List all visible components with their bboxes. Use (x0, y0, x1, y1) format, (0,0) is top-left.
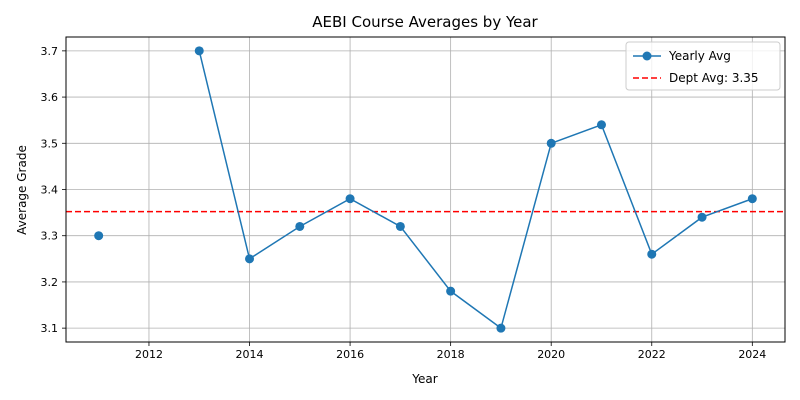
data-point-2015 (295, 221, 305, 231)
y-tick-label: 3.1 (41, 322, 59, 335)
data-point-2017 (395, 221, 405, 231)
y-tick-label: 3.3 (41, 230, 59, 243)
data-point-2019 (496, 323, 506, 333)
data-point-2024 (747, 194, 757, 204)
data-point-2022 (647, 249, 657, 259)
data-point-2023 (697, 212, 707, 222)
x-axis: 2012 2014 2016 2018 2020 2022 2024 (135, 342, 766, 361)
chart-title: AEBI Course Averages by Year (312, 13, 538, 31)
y-tick-label: 3.2 (41, 276, 59, 289)
x-tick-label: 2014 (236, 348, 264, 361)
y-axis-label: Average Grade (15, 145, 29, 235)
y-tick-label: 3.7 (41, 45, 59, 58)
x-tick-label: 2022 (638, 348, 666, 361)
data-point-2018 (446, 286, 456, 296)
x-tick-label: 2016 (336, 348, 364, 361)
data-point-2011 (94, 231, 104, 241)
x-tick-label: 2024 (738, 348, 766, 361)
x-tick-label: 2020 (537, 348, 565, 361)
data-point-2014 (245, 254, 255, 264)
data-point-2016 (345, 194, 355, 204)
data-point-2020 (546, 138, 556, 148)
series-line-yearly-avg (198, 50, 753, 330)
legend-marker-yearly-avg (642, 51, 652, 61)
legend-box (625, 41, 781, 91)
legend-label-dept-avg: Dept Avg: 3.35 (669, 71, 759, 85)
data-point-2013 (194, 46, 204, 56)
y-tick-label: 3.4 (41, 184, 59, 197)
x-axis-label: Year (411, 372, 437, 386)
y-axis: 3.1 3.2 3.3 3.4 3.5 3.6 3.7 (41, 45, 66, 335)
y-tick-label: 3.6 (41, 91, 59, 104)
data-point-2021 (596, 120, 606, 130)
series-layer (94, 46, 757, 333)
x-tick-label: 2012 (135, 348, 163, 361)
legend-label-yearly-avg: Yearly Avg (668, 49, 731, 63)
x-tick-label: 2018 (437, 348, 465, 361)
y-tick-label: 3.5 (41, 137, 59, 150)
legend: Yearly Avg Dept Avg: 3.35 (625, 41, 781, 91)
